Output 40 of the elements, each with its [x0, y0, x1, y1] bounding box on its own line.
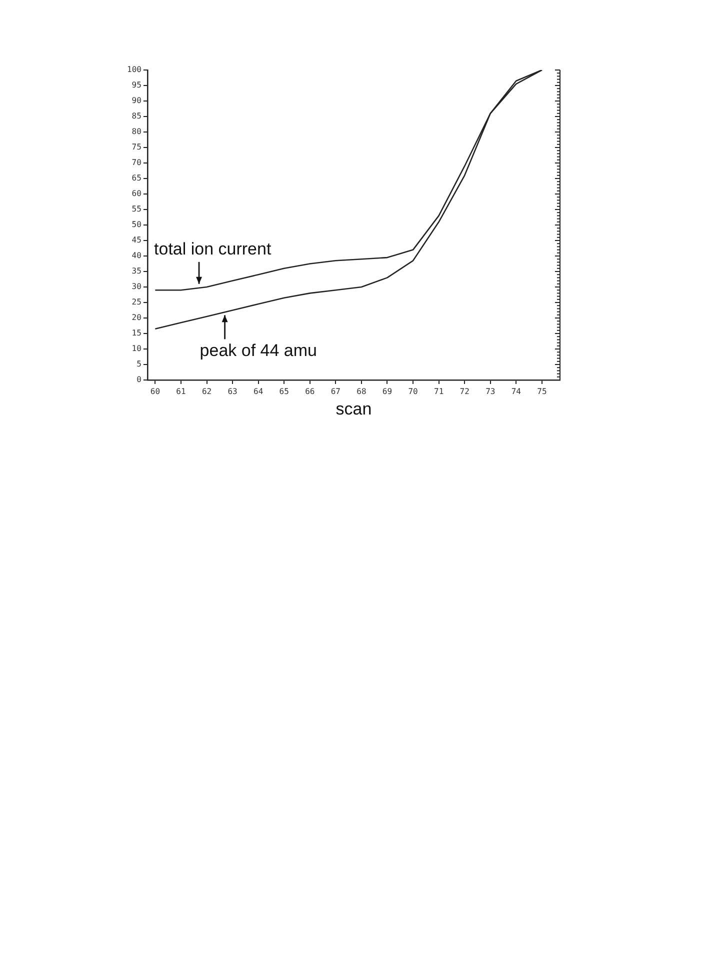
y-tick-label: 35 — [132, 266, 142, 276]
y-tick-label: 45 — [132, 236, 142, 245]
x-tick-label: 66 — [305, 386, 315, 396]
x-tick-label: 65 — [279, 386, 290, 396]
x-tick-label: 63 — [228, 386, 238, 396]
x-tick-label: 69 — [382, 386, 392, 396]
y-tick-label: 90 — [132, 96, 142, 106]
x-tick-label: 74 — [511, 386, 522, 396]
y-tick-label: 85 — [132, 112, 142, 121]
x-tick-label: 61 — [176, 386, 186, 396]
y-tick-label: 15 — [132, 328, 142, 338]
y-tick-label: 60 — [132, 189, 142, 198]
y-tick-label: 65 — [132, 174, 142, 183]
x-tick-label: 71 — [434, 386, 444, 396]
y-tick-label: 75 — [132, 142, 142, 152]
y-tick-label: 5 — [136, 360, 142, 369]
x-tick-label: 75 — [537, 386, 547, 396]
y-tick-label: 95 — [132, 80, 142, 90]
y-tick-label: 50 — [132, 220, 142, 230]
y-tick-label: 10 — [132, 344, 142, 354]
x-tick-label: 72 — [460, 386, 470, 396]
y-tick-label: 55 — [132, 204, 142, 214]
x-axis-title: scan — [336, 399, 372, 418]
x-tick-label: 60 — [150, 386, 160, 396]
annotation: total ion current — [154, 240, 272, 259]
y-tick-label: 40 — [132, 251, 142, 260]
x-tick-label: 62 — [202, 386, 212, 396]
y-tick-label: 100 — [126, 65, 142, 74]
y-tick-label: 0 — [136, 375, 142, 384]
x-tick-label: 70 — [408, 386, 418, 396]
y-tick-label: 70 — [132, 158, 142, 168]
x-tick-label: 64 — [254, 386, 264, 396]
y-tick-label: 25 — [132, 298, 142, 307]
y-tick-label: 20 — [132, 313, 142, 322]
y-tick-label: 80 — [132, 127, 142, 136]
annotation: peak of 44 amu — [200, 340, 318, 360]
x-tick-label: 67 — [330, 386, 341, 396]
y-tick-label: 30 — [132, 282, 142, 292]
x-tick-label: 68 — [356, 386, 366, 396]
x-tick-label: 73 — [486, 386, 496, 396]
